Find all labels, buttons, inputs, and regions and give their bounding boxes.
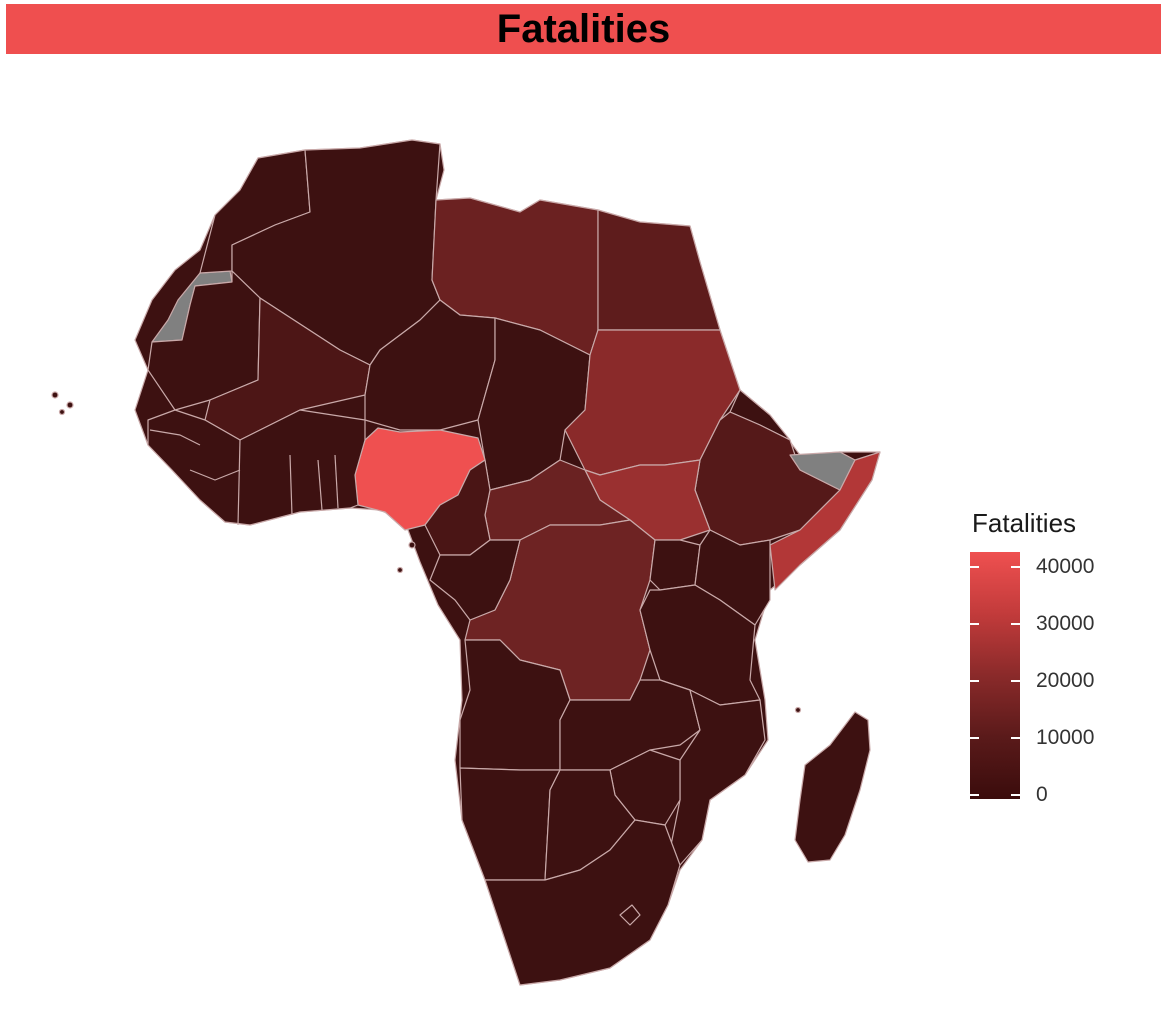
island-sao-tome	[396, 566, 404, 574]
legend-tick-label: 0	[1036, 783, 1048, 806]
legend-tick-label: 30000	[1036, 612, 1095, 635]
island-comoros	[794, 706, 802, 714]
map-title: Fatalities	[496, 6, 671, 51]
border-west-6	[149, 429, 201, 446]
legend-tick-label: 40000	[1036, 555, 1095, 578]
legend-tick-label: 20000	[1036, 669, 1095, 692]
country-congo-gabon	[429, 539, 521, 621]
country-south-africa	[484, 819, 681, 986]
legend-title: Fatalities	[972, 508, 1077, 538]
legend: Fatalities 40000 30000 20000 10000 0	[968, 506, 1158, 816]
country-west-africa	[147, 409, 366, 526]
country-namibia	[459, 767, 561, 881]
title-bar: Fatalities	[6, 4, 1161, 54]
border-west-3	[317, 459, 323, 511]
border-west-5	[189, 469, 241, 481]
island-cape-verde-3	[58, 408, 66, 416]
legend-colorbar: 40000 30000 20000 10000 0	[970, 552, 1094, 806]
country-somalia	[769, 451, 881, 591]
country-madagascar	[794, 711, 871, 863]
border-west-4	[334, 454, 339, 509]
island-bioko	[408, 541, 416, 549]
island-cape-verde-2	[66, 401, 74, 409]
border-west-2	[289, 454, 293, 516]
border-west-1	[237, 439, 241, 526]
country-egypt	[597, 209, 721, 331]
legend-tick-label: 10000	[1036, 726, 1095, 749]
island-cape-verde	[51, 391, 59, 399]
country-uganda	[649, 539, 701, 591]
country-lesotho	[619, 904, 641, 926]
